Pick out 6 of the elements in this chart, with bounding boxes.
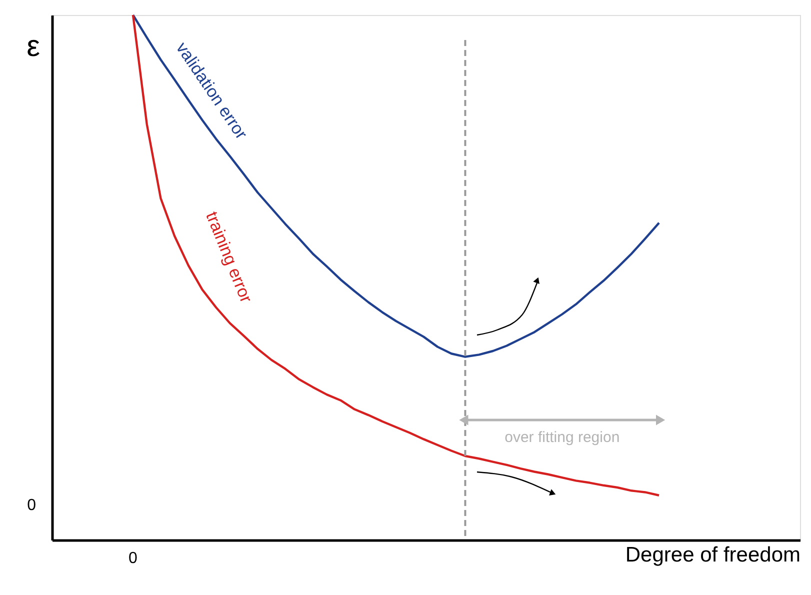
x-axis-title: Degree of freedom (625, 544, 800, 566)
y-axis-title: ε (26, 30, 40, 63)
annotation: over fitting region (504, 429, 620, 446)
text: training error (202, 208, 256, 306)
text: 0 (27, 497, 36, 514)
text: 0 (128, 550, 138, 567)
